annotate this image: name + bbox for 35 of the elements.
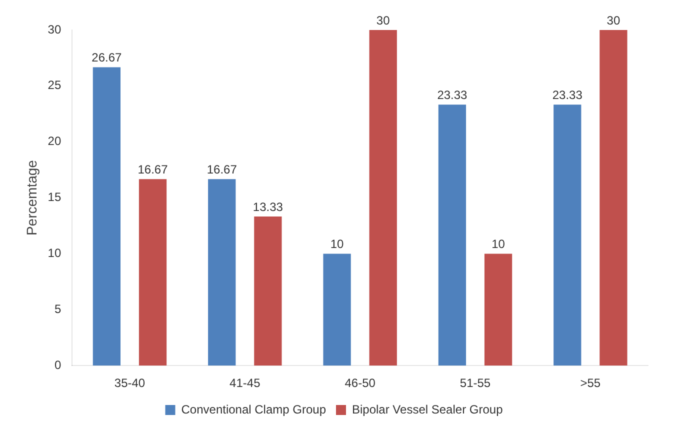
y-axis-title: Percemtage [23, 160, 40, 236]
data-label: 16.67 [138, 162, 168, 176]
x-tick-label: 41-45 [230, 376, 261, 390]
y-tick-label: 0 [54, 358, 62, 372]
legend-label: Bipolar Vessel Sealer Group [352, 402, 504, 416]
data-label: 10 [492, 237, 506, 252]
y-tick-label: 15 [48, 190, 62, 204]
legend-label: Conventional Clamp Group [181, 402, 326, 416]
y-tick-label: 5 [54, 302, 62, 316]
y-tick-label: 20 [48, 134, 62, 148]
bar [254, 216, 282, 366]
y-tick-label: 25 [48, 78, 62, 92]
x-tick-label: 51-55 [460, 376, 491, 390]
bar [138, 179, 167, 366]
bar [92, 67, 121, 366]
x-tick-label: >55 [580, 376, 601, 390]
data-label: 16.67 [206, 162, 238, 176]
bar [323, 254, 351, 366]
bar [369, 30, 397, 366]
data-label: 26.67 [92, 50, 122, 65]
bar [484, 254, 512, 366]
data-label: 30 [606, 13, 620, 28]
bar [208, 179, 236, 366]
data-label: 23.33 [437, 88, 468, 102]
data-label: 13.33 [252, 200, 284, 214]
y-tick-label: 10 [48, 246, 62, 260]
data-label: 30 [376, 13, 390, 28]
data-label: 23.33 [552, 88, 583, 102]
bar [600, 30, 628, 366]
y-tick-label: 30 [48, 22, 62, 36]
x-tick-label: 46-50 [344, 376, 376, 390]
data-label: 10 [330, 237, 344, 252]
x-tick-label: 35-40 [114, 376, 146, 390]
bar [438, 104, 466, 366]
bar [554, 104, 582, 366]
